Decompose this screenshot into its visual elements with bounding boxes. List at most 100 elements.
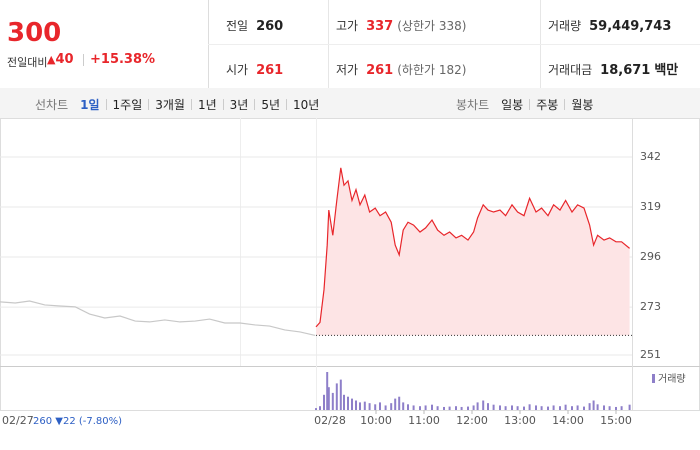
tab[interactable]: 1일 <box>80 98 100 112</box>
area <box>316 167 630 336</box>
volume-bar <box>394 398 397 410</box>
stat-unit: 백만 <box>654 63 679 78</box>
volume-bar <box>608 406 611 410</box>
tab[interactable]: 일봉 <box>501 98 524 112</box>
volume-bar <box>528 404 531 410</box>
stat-value: 18,671 <box>600 63 651 78</box>
stat-value: 260 <box>256 19 284 34</box>
stats-panel: 전일 260 고가 337 (상한가 338) 거래량 59,449,743 시가 261 저가 2… <box>208 0 700 89</box>
volume-bar <box>516 406 519 410</box>
price-line <box>315 167 630 328</box>
volume-bar <box>384 405 387 410</box>
volume-bar <box>448 406 451 410</box>
stat-label: 저가 <box>336 63 359 77</box>
tab[interactable]: 3개월 <box>155 98 185 112</box>
volume-bar <box>615 406 617 410</box>
y-tick-label: 319 <box>640 200 661 213</box>
volume-bar <box>443 406 445 410</box>
tab-group: 봉차트 일봉 주봉 월봉 <box>456 96 593 113</box>
volume-bar <box>402 402 405 410</box>
stat: 전일 260 <box>226 15 283 34</box>
volume-bar <box>347 396 349 410</box>
volume-bar <box>407 404 409 410</box>
y-tick-label: 296 <box>640 250 661 263</box>
volume-bar <box>628 404 631 410</box>
volume-bar <box>455 406 457 410</box>
volume-bar <box>487 403 489 410</box>
x-tick-label: 15:00 <box>600 414 632 427</box>
volume-bar <box>482 400 485 410</box>
volume-bar <box>398 396 401 410</box>
volume-bar <box>431 404 433 410</box>
volume-bar <box>327 387 330 410</box>
volume-bar <box>620 406 623 410</box>
tab-separator <box>222 99 224 110</box>
volume-bar <box>343 394 345 410</box>
volume-bar <box>492 404 495 410</box>
tab-group: 선차트 1일 1주일 3개월 1년 3년 5년 10년 <box>35 96 319 113</box>
volume-bar <box>476 402 479 410</box>
change-caption: 전일대비 <box>7 56 48 69</box>
volume-bar <box>323 394 325 410</box>
tab[interactable]: 3년 <box>229 98 249 112</box>
volume-bar <box>351 398 353 410</box>
volume-bar <box>535 405 537 410</box>
tab-separator <box>529 99 531 110</box>
volume-bar <box>564 404 567 410</box>
volume-bar <box>552 405 555 410</box>
tab[interactable]: 1주일 <box>112 98 143 112</box>
volume-bar <box>390 403 393 410</box>
volume-bar <box>472 405 475 410</box>
volume-bar <box>511 405 513 410</box>
volume-bar <box>374 404 377 410</box>
volume-bar <box>331 392 334 410</box>
volume-bar <box>504 406 507 410</box>
volume-bar <box>588 403 591 410</box>
stat-label: 전일 <box>226 19 249 33</box>
volume-bar <box>363 401 366 410</box>
volume-bar <box>547 406 549 410</box>
x-day-label: 02/27 <box>2 414 34 427</box>
x-tick-label: 13:00 <box>504 414 536 427</box>
tab[interactable]: 10년 <box>293 98 320 112</box>
change-rate: +15.38% <box>90 52 156 67</box>
tab[interactable]: 1년 <box>197 98 217 112</box>
x-tick-label: 14:00 <box>552 414 584 427</box>
volume-bar <box>576 405 579 410</box>
volume-bar <box>368 403 371 410</box>
legend-label: 거래량 <box>658 373 686 385</box>
tab[interactable]: 주봉 <box>536 98 559 112</box>
stat-label: 시가 <box>226 63 249 77</box>
stat-value: 261 <box>256 63 284 78</box>
legend-swatch <box>652 374 655 383</box>
volume-bar <box>596 404 599 410</box>
y-tick-label: 273 <box>640 300 661 313</box>
x-tick-label: 12:00 <box>456 414 488 427</box>
price-line <box>0 300 316 336</box>
y-tick-label: 342 <box>640 150 661 163</box>
tab-separator <box>254 99 256 110</box>
volume-bar <box>412 405 415 410</box>
volume-bar <box>499 405 501 410</box>
stat-label: 거래대금 <box>548 63 593 77</box>
stat-value: 337 <box>366 19 394 34</box>
change-value: 40 <box>55 52 74 67</box>
volume-bar <box>424 405 427 410</box>
stat: 거래대금 18,671 백만 <box>548 59 678 78</box>
volume-bar <box>467 406 469 410</box>
stat-label: 거래량 <box>548 19 582 33</box>
volume-bar <box>523 406 525 410</box>
volume-bar <box>319 406 321 410</box>
volume-bar <box>326 372 329 410</box>
tab-separator <box>190 99 192 110</box>
volume-bar <box>460 406 463 410</box>
stat-value: 59,449,743 <box>589 19 672 34</box>
stat: 시가 261 <box>226 59 283 78</box>
tab[interactable]: 월봉 <box>571 98 594 112</box>
stat: 거래량 59,449,743 <box>548 15 671 34</box>
stat-note: (상한가 338) <box>397 19 467 33</box>
tab-caption: 봉차트 <box>456 98 490 112</box>
x-tick-label: 10:00 <box>360 414 392 427</box>
tab[interactable]: 5년 <box>261 98 281 112</box>
